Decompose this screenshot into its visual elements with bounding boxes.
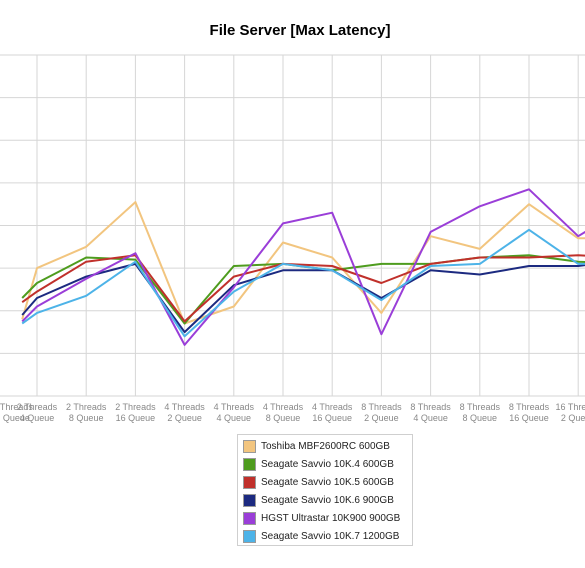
x-tick-label: 8 Threads 16 Queue	[509, 402, 550, 423]
x-tick-label: 2 Threads 8 Queue	[66, 402, 107, 423]
x-tick-label: 4 Threads 2 Queue	[164, 402, 205, 423]
legend-item: Seagate Savvio 10K.7 1200GB	[243, 527, 412, 545]
legend-swatch	[243, 475, 256, 489]
legend-item: Seagate Savvio 10K.4 600GB	[243, 455, 412, 473]
x-tick-label: 8 Threads 8 Queue	[460, 402, 501, 423]
legend-label: Toshiba MBF2600RC 600GB	[261, 440, 390, 452]
legend-label: HGST Ultrastar 10K900 900GB	[261, 512, 401, 524]
legend-swatch	[243, 457, 256, 471]
legend-label: Seagate Savvio 10K.5 600GB	[261, 476, 394, 488]
legend-item: Toshiba MBF2600RC 600GB	[243, 437, 412, 455]
grid	[0, 54, 585, 397]
legend-label: Seagate Savvio 10K.7 1200GB	[261, 530, 400, 542]
x-tick-label: 2 Threads 16 Queue	[115, 402, 156, 423]
series-line-4	[21, 262, 585, 334]
series-line-1	[21, 201, 585, 325]
legend-label: Seagate Savvio 10K.4 600GB	[261, 458, 394, 470]
x-tick-label-partial: Threads Queue	[0, 402, 33, 423]
series-line-5	[21, 188, 585, 346]
x-tick-label: 4 Threads 16 Queue	[312, 402, 353, 423]
legend-item: Seagate Savvio 10K.5 600GB	[243, 473, 412, 491]
legend-item: Seagate Savvio 10K.6 900GB	[243, 491, 412, 509]
legend-swatch	[243, 529, 256, 543]
x-tick-label: 4 Threads 4 Queue	[214, 402, 255, 423]
series-layer	[21, 188, 585, 346]
legend-swatch	[243, 493, 256, 507]
legend: Toshiba MBF2600RC 600GB Seagate Savvio 10…	[237, 434, 413, 546]
series-line-6	[21, 228, 585, 338]
x-tick-label: 8 Threads 2 Queue	[361, 402, 402, 423]
x-tick-label: 2 Threads 4 Queue	[17, 402, 58, 423]
legend-swatch	[243, 511, 256, 525]
chart-title: File Server [Max Latency]	[210, 22, 391, 39]
series-line-3	[21, 254, 585, 323]
legend-swatch	[243, 439, 256, 453]
legend-item: HGST Ultrastar 10K900 900GB	[243, 509, 412, 527]
x-tick-label: 4 Threads 8 Queue	[263, 402, 304, 423]
x-tick-label: 8 Threads 4 Queue	[410, 402, 451, 423]
legend-label: Seagate Savvio 10K.6 900GB	[261, 494, 394, 506]
